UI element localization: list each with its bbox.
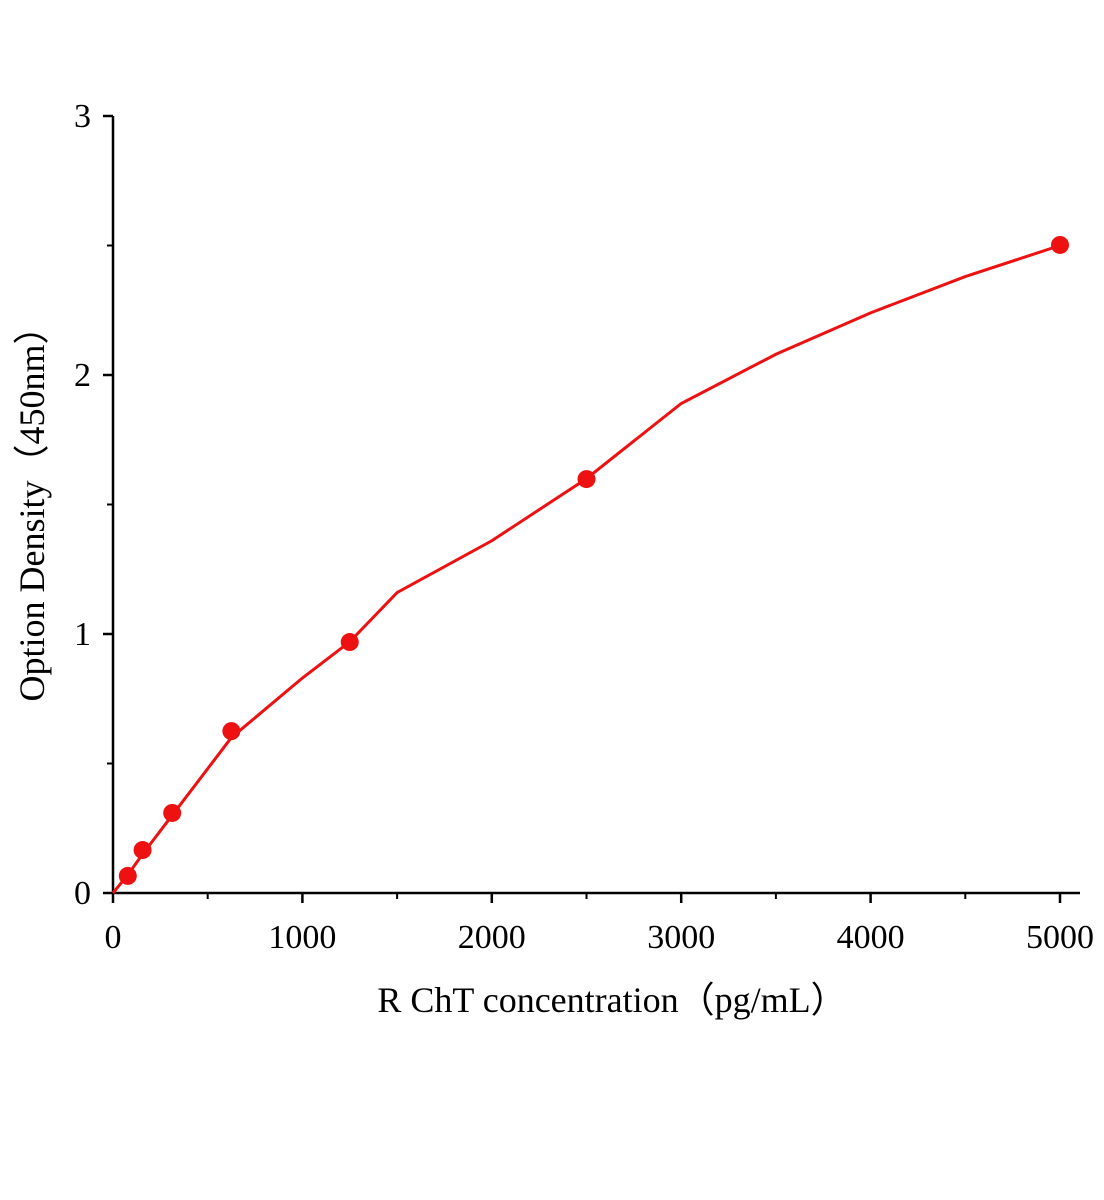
x-tick-label: 4000 xyxy=(837,919,905,956)
fit-curve xyxy=(111,244,1061,894)
data-point xyxy=(1051,235,1069,254)
y-tick-label: 3 xyxy=(74,98,91,135)
x-tick-label: 1000 xyxy=(268,919,336,956)
y-axis-title: Option Density（450nm） xyxy=(12,309,52,702)
data-point xyxy=(133,841,152,860)
data-point xyxy=(340,633,359,652)
data-point xyxy=(577,470,596,489)
x-tick-label: 2000 xyxy=(458,919,526,956)
y-tick-label: 0 xyxy=(74,875,91,912)
x-tick-label: 0 xyxy=(105,919,122,956)
x-axis-title: R ChT concentration（pg/mL） xyxy=(377,980,846,1020)
data-point xyxy=(222,722,241,741)
x-tick-label: 5000 xyxy=(1026,919,1094,956)
x-tick-label: 3000 xyxy=(647,919,715,956)
data-point xyxy=(118,866,137,885)
data-point xyxy=(163,803,182,822)
y-tick-label: 1 xyxy=(74,616,91,653)
y-tick-label: 2 xyxy=(74,357,91,394)
